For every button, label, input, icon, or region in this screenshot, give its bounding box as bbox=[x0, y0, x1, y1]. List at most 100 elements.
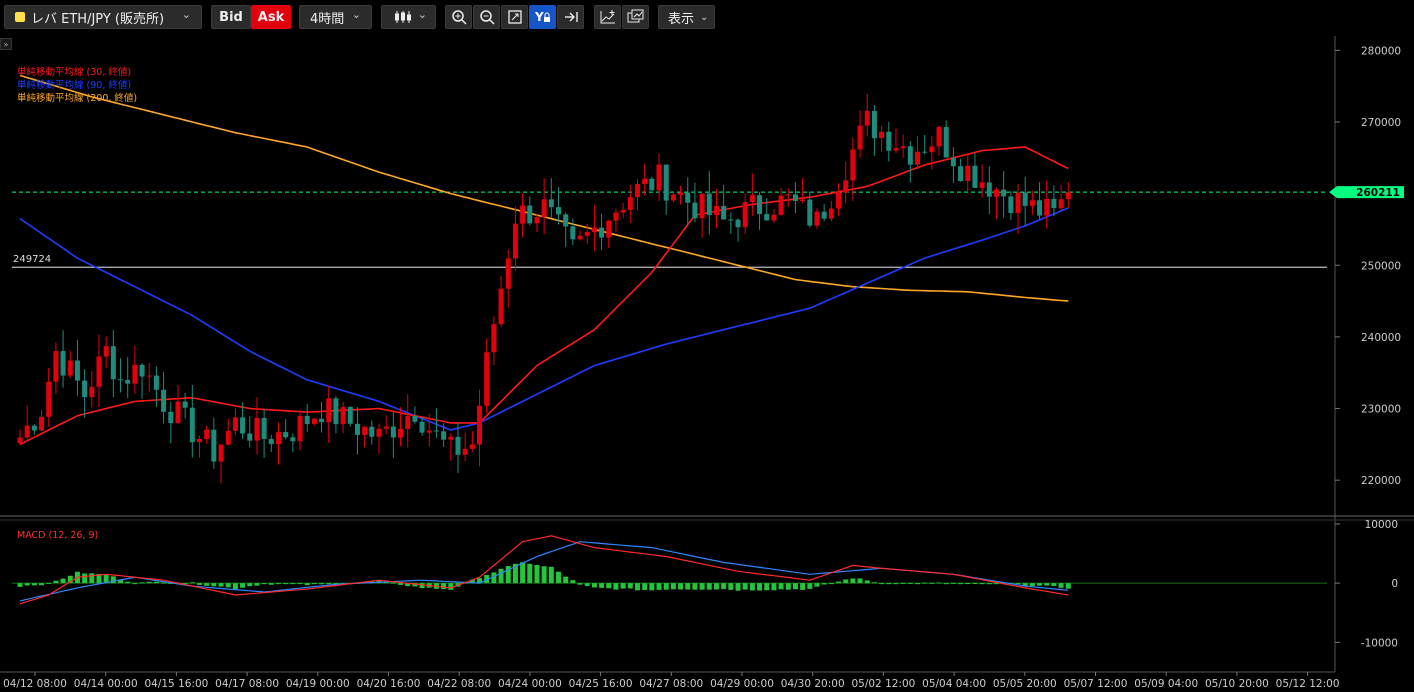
macd-histogram-bar bbox=[297, 583, 303, 585]
toolbar: レバ ETH/JPY (販売所) ⌄ Bid Ask 4時間 ⌄ ⌄ Y 表示 … bbox=[0, 0, 1414, 36]
collapse-panel-button[interactable]: » bbox=[0, 38, 12, 50]
ask-button[interactable]: Ask bbox=[251, 5, 291, 29]
zoom-in-button[interactable] bbox=[445, 5, 472, 29]
macd-histogram-bar bbox=[1051, 583, 1057, 587]
display-label: 表示 bbox=[668, 11, 695, 27]
x-tick-label: 04/15 16:00 bbox=[144, 678, 208, 690]
macd-histogram-bar bbox=[836, 581, 842, 584]
candle-body bbox=[398, 428, 404, 438]
macd-histogram-bar bbox=[864, 580, 870, 584]
symbol-selector[interactable]: レバ ETH/JPY (販売所) ⌄ bbox=[4, 5, 202, 29]
macd-histogram-bar bbox=[319, 583, 325, 585]
macd-histogram-bar bbox=[713, 583, 719, 590]
candle-body bbox=[369, 426, 375, 437]
candle-body bbox=[620, 209, 626, 213]
candle-body bbox=[785, 194, 791, 196]
macd-histogram-bar bbox=[850, 578, 856, 584]
x-tick-label: 05/05 20:00 bbox=[993, 678, 1057, 690]
macd-histogram-bar bbox=[591, 583, 597, 588]
add-indicator-button[interactable] bbox=[594, 5, 621, 29]
macd-histogram-bar bbox=[821, 583, 827, 585]
candle-body bbox=[627, 197, 633, 210]
macd-histogram-bar bbox=[247, 583, 253, 587]
macd-histogram-bar bbox=[153, 581, 159, 584]
timeframe-label: 4時間 bbox=[310, 11, 345, 27]
scroll-to-end-button[interactable] bbox=[557, 5, 584, 29]
macd-histogram-bar bbox=[620, 583, 626, 589]
candle-body bbox=[139, 364, 145, 377]
macd-histogram-bar bbox=[498, 568, 504, 584]
macd-histogram-bar bbox=[1015, 583, 1021, 585]
candle-body bbox=[986, 182, 992, 197]
candle-body bbox=[749, 195, 755, 203]
macd-tick-label: -10000 bbox=[1361, 637, 1398, 649]
macd-histogram-bar bbox=[749, 583, 755, 591]
candle-body bbox=[584, 232, 590, 236]
current-price-tag bbox=[1329, 186, 1404, 199]
y-axis-lock-button[interactable]: Y bbox=[529, 5, 556, 29]
candle-body bbox=[462, 448, 468, 455]
macd-histogram-bar bbox=[441, 583, 447, 590]
macd-histogram-bar bbox=[893, 583, 899, 585]
macd-histogram-bar bbox=[828, 583, 834, 585]
candle-body bbox=[1037, 200, 1043, 216]
macd-histogram-bar bbox=[692, 583, 698, 590]
candle-body bbox=[161, 389, 167, 412]
macd-histogram-bar bbox=[505, 566, 511, 584]
candle-body bbox=[347, 406, 353, 424]
x-tick-label: 05/09 04:00 bbox=[1134, 678, 1198, 690]
candle-body bbox=[441, 431, 447, 440]
symbol-color-swatch bbox=[15, 12, 25, 22]
macd-histogram-bar bbox=[1029, 583, 1035, 587]
candle-body bbox=[275, 432, 281, 445]
candle-body bbox=[326, 398, 332, 423]
macd-histogram-bar bbox=[778, 583, 784, 590]
macd-histogram-bar bbox=[31, 583, 37, 586]
candle-body bbox=[82, 380, 88, 398]
candle-body bbox=[807, 199, 813, 226]
macd-histogram-bar bbox=[24, 583, 30, 586]
axes: 2800002700002600002500002400002300002200… bbox=[0, 36, 1414, 692]
macd-histogram-bar bbox=[807, 583, 813, 589]
macd-histogram-bar bbox=[764, 583, 770, 591]
fit-icon bbox=[507, 10, 522, 24]
compare-button[interactable] bbox=[622, 5, 649, 29]
bid-button[interactable]: Bid bbox=[211, 5, 251, 29]
candle-body bbox=[1044, 198, 1050, 216]
candle-body bbox=[182, 401, 188, 408]
macd-histogram-bar bbox=[484, 574, 490, 584]
macd-histogram-bar bbox=[886, 583, 892, 585]
moving-average-lines bbox=[19, 74, 1069, 446]
candle-body bbox=[570, 226, 576, 240]
x-tick-label: 04/17 08:00 bbox=[215, 678, 279, 690]
macd-histogram-bar bbox=[390, 582, 396, 584]
macd-histogram-bar bbox=[929, 582, 935, 584]
zoom-out-button[interactable] bbox=[473, 5, 500, 29]
chart-type-selector[interactable]: ⌄ bbox=[381, 5, 436, 29]
candle-body bbox=[1001, 189, 1007, 197]
macd-histogram-bar bbox=[943, 583, 949, 585]
price-chart[interactable]: 249724 280000270000260000250000240000230… bbox=[0, 36, 1414, 692]
macd-histogram-bar bbox=[642, 583, 648, 591]
candle-body bbox=[814, 211, 820, 226]
candle-body bbox=[67, 360, 73, 376]
macd-histogram-bar bbox=[993, 583, 999, 585]
macd-histogram-bar bbox=[541, 566, 547, 584]
candle-body bbox=[663, 164, 669, 201]
x-tick-label: 05/02 12:00 bbox=[851, 678, 915, 690]
macd-histogram-bar bbox=[958, 583, 964, 585]
x-tick-label: 04/25 16:00 bbox=[569, 678, 633, 690]
macd-histogram-bar bbox=[649, 583, 655, 591]
candle-body bbox=[311, 418, 317, 425]
macd-histogram-bar bbox=[1022, 583, 1028, 586]
macd-histogram-bar bbox=[757, 583, 763, 591]
timeframe-selector[interactable]: 4時間 ⌄ bbox=[299, 5, 372, 29]
macd-histogram-bar bbox=[225, 583, 231, 588]
candle-body bbox=[699, 193, 705, 219]
candle-body bbox=[556, 207, 561, 215]
display-menu[interactable]: 表示 ⌄ bbox=[658, 5, 715, 29]
candle-body bbox=[577, 235, 583, 240]
fit-screen-button[interactable] bbox=[501, 5, 528, 29]
candle-body bbox=[110, 346, 116, 380]
x-tick-label: 05/12 12:00 bbox=[1276, 678, 1340, 690]
